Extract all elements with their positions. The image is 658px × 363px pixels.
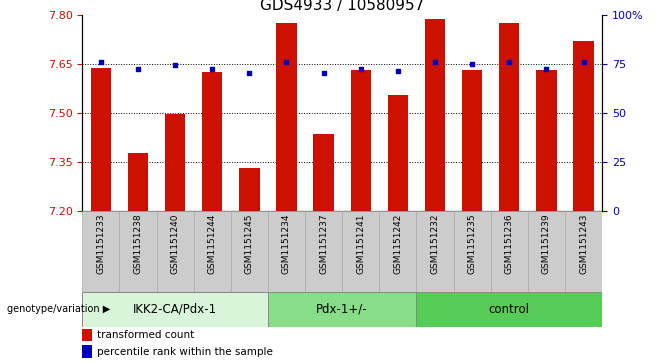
- Bar: [565, 211, 602, 292]
- Point: [541, 66, 551, 72]
- Bar: [202, 72, 222, 211]
- Point: [467, 61, 478, 66]
- Text: IKK2-CA/Pdx-1: IKK2-CA/Pdx-1: [133, 303, 217, 316]
- Text: GSM1151232: GSM1151232: [430, 214, 440, 274]
- Bar: [313, 134, 334, 211]
- Point: [133, 66, 143, 72]
- Bar: [82, 292, 268, 327]
- Text: transformed count: transformed count: [97, 330, 194, 340]
- Bar: [239, 168, 259, 211]
- Point: [318, 70, 329, 76]
- Bar: [425, 19, 445, 211]
- Bar: [342, 211, 379, 292]
- Title: GDS4933 / 10580957: GDS4933 / 10580957: [260, 0, 424, 13]
- Point: [578, 59, 589, 65]
- Text: GSM1151240: GSM1151240: [170, 214, 180, 274]
- Point: [393, 69, 403, 74]
- Bar: [499, 23, 519, 211]
- Point: [207, 66, 217, 72]
- Bar: [453, 211, 491, 292]
- Text: Pdx-1+/-: Pdx-1+/-: [316, 303, 368, 316]
- Bar: [91, 68, 111, 211]
- Text: genotype/variation ▶: genotype/variation ▶: [7, 305, 110, 314]
- Bar: [268, 292, 417, 327]
- Bar: [417, 292, 602, 327]
- Bar: [536, 70, 557, 211]
- Text: GSM1151238: GSM1151238: [134, 214, 142, 274]
- Text: GSM1151234: GSM1151234: [282, 214, 291, 274]
- Text: GSM1151236: GSM1151236: [505, 214, 514, 274]
- Bar: [128, 153, 148, 211]
- Text: GSM1151237: GSM1151237: [319, 214, 328, 274]
- Text: GSM1151235: GSM1151235: [468, 214, 476, 274]
- Point: [281, 59, 291, 65]
- Point: [355, 66, 366, 72]
- Point: [170, 62, 180, 68]
- Bar: [231, 211, 268, 292]
- Point: [430, 59, 440, 65]
- Text: GSM1151243: GSM1151243: [579, 214, 588, 274]
- Bar: [157, 211, 193, 292]
- Bar: [268, 211, 305, 292]
- Bar: [379, 211, 417, 292]
- Bar: [276, 23, 297, 211]
- Bar: [462, 70, 482, 211]
- Bar: [417, 211, 453, 292]
- Text: GSM1151245: GSM1151245: [245, 214, 254, 274]
- Bar: [351, 70, 371, 211]
- Text: percentile rank within the sample: percentile rank within the sample: [97, 347, 272, 356]
- Bar: [82, 211, 119, 292]
- Bar: [82, 345, 91, 358]
- Text: GSM1151239: GSM1151239: [542, 214, 551, 274]
- Bar: [119, 211, 157, 292]
- Text: GSM1151244: GSM1151244: [208, 214, 216, 274]
- Bar: [165, 114, 186, 211]
- Point: [504, 59, 515, 65]
- Bar: [388, 95, 408, 211]
- Bar: [82, 329, 91, 341]
- Bar: [491, 211, 528, 292]
- Point: [95, 59, 106, 65]
- Bar: [305, 211, 342, 292]
- Text: GSM1151233: GSM1151233: [96, 214, 105, 274]
- Bar: [193, 211, 231, 292]
- Text: GSM1151241: GSM1151241: [356, 214, 365, 274]
- Text: GSM1151242: GSM1151242: [393, 214, 402, 274]
- Text: control: control: [489, 303, 530, 316]
- Bar: [573, 41, 594, 211]
- Point: [244, 70, 255, 76]
- Bar: [528, 211, 565, 292]
